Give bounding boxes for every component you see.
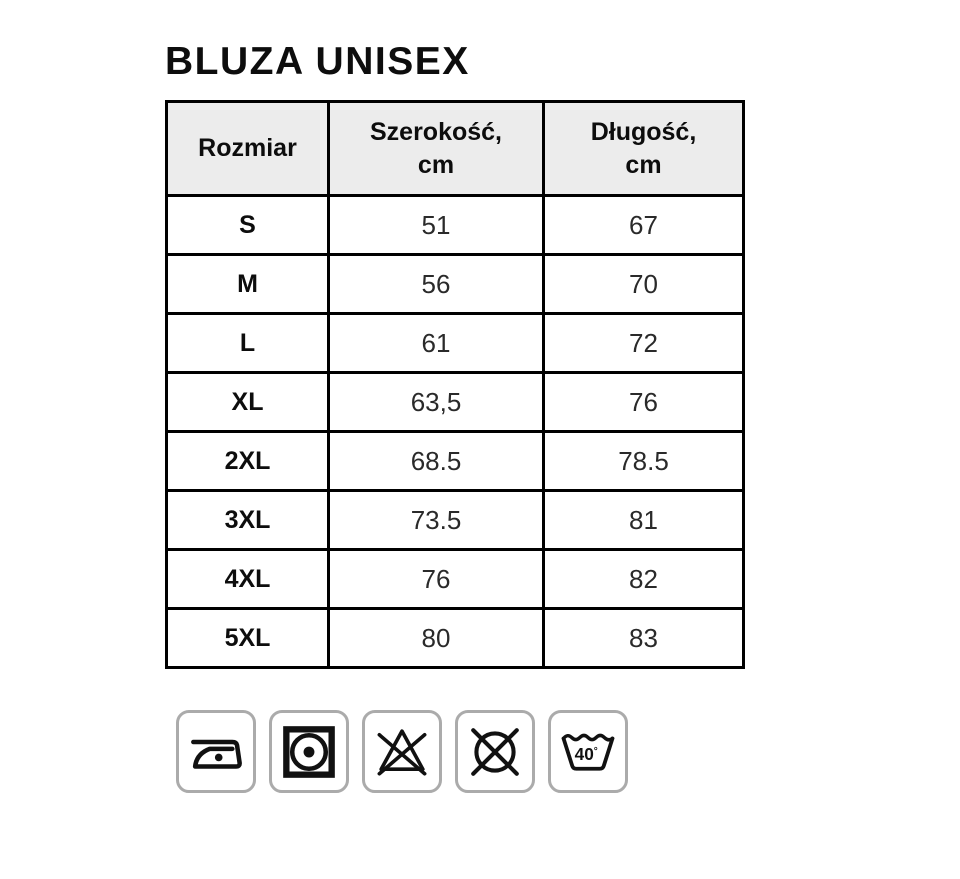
table-row: 2XL 68.5 78.5 bbox=[165, 430, 745, 492]
table-row: 4XL 76 82 bbox=[165, 548, 745, 610]
table-row: 3XL 73.5 81 bbox=[165, 489, 745, 551]
length-value: 70 bbox=[542, 253, 745, 315]
do-not-bleach-icon bbox=[362, 710, 442, 793]
size-label: M bbox=[165, 253, 330, 315]
header-length: Długość, cm bbox=[542, 100, 745, 197]
length-value: 67 bbox=[542, 194, 745, 256]
length-value: 83 bbox=[542, 607, 745, 669]
header-size: Rozmiar bbox=[165, 100, 330, 197]
table-row: 5XL 80 83 bbox=[165, 607, 745, 669]
size-label: 4XL bbox=[165, 548, 330, 610]
size-label: 3XL bbox=[165, 489, 330, 551]
tumble-dry-low-heat-icon bbox=[269, 710, 349, 793]
header-width: Szerokość, cm bbox=[327, 100, 545, 197]
length-value: 78.5 bbox=[542, 430, 745, 492]
do-not-dry-clean-icon bbox=[455, 710, 535, 793]
width-value: 68.5 bbox=[327, 430, 545, 492]
size-label: XL bbox=[165, 371, 330, 433]
width-value: 56 bbox=[327, 253, 545, 315]
iron-low-temperature-icon bbox=[176, 710, 256, 793]
care-symbols-strip: 40° bbox=[176, 710, 628, 793]
header-size-line1: Rozmiar bbox=[198, 134, 297, 163]
page-title: BLUZA UNISEX bbox=[165, 40, 470, 83]
table-row: M 56 70 bbox=[165, 253, 745, 315]
header-length-line1: Długość, bbox=[590, 118, 697, 146]
header-width-line2: cm bbox=[417, 150, 455, 179]
header-width-line1: Szerokość, bbox=[369, 118, 502, 146]
width-value: 61 bbox=[327, 312, 545, 374]
length-value: 81 bbox=[542, 489, 745, 551]
size-label: L bbox=[165, 312, 330, 374]
machine-wash-40-icon: 40° bbox=[548, 710, 628, 793]
size-chart-table: Rozmiar Szerokość, cm Długość, cm S 51 67 … bbox=[165, 100, 745, 669]
length-value: 76 bbox=[542, 371, 745, 433]
length-value: 82 bbox=[542, 548, 745, 610]
wash-temperature-label: 40° bbox=[575, 744, 598, 764]
length-value: 72 bbox=[542, 312, 745, 374]
size-label: 5XL bbox=[165, 607, 330, 669]
table-row: L 61 72 bbox=[165, 312, 745, 374]
width-value: 73.5 bbox=[327, 489, 545, 551]
table-header-row: Rozmiar Szerokość, cm Długość, cm bbox=[165, 100, 745, 197]
table-row: S 51 67 bbox=[165, 194, 745, 256]
header-length-line2: cm bbox=[625, 150, 662, 179]
table-row: XL 63,5 76 bbox=[165, 371, 745, 433]
width-value: 63,5 bbox=[327, 371, 545, 433]
width-value: 51 bbox=[327, 194, 545, 256]
size-label: 2XL bbox=[165, 430, 330, 492]
size-label: S bbox=[165, 194, 330, 256]
width-value: 80 bbox=[327, 607, 545, 669]
width-value: 76 bbox=[327, 548, 545, 610]
